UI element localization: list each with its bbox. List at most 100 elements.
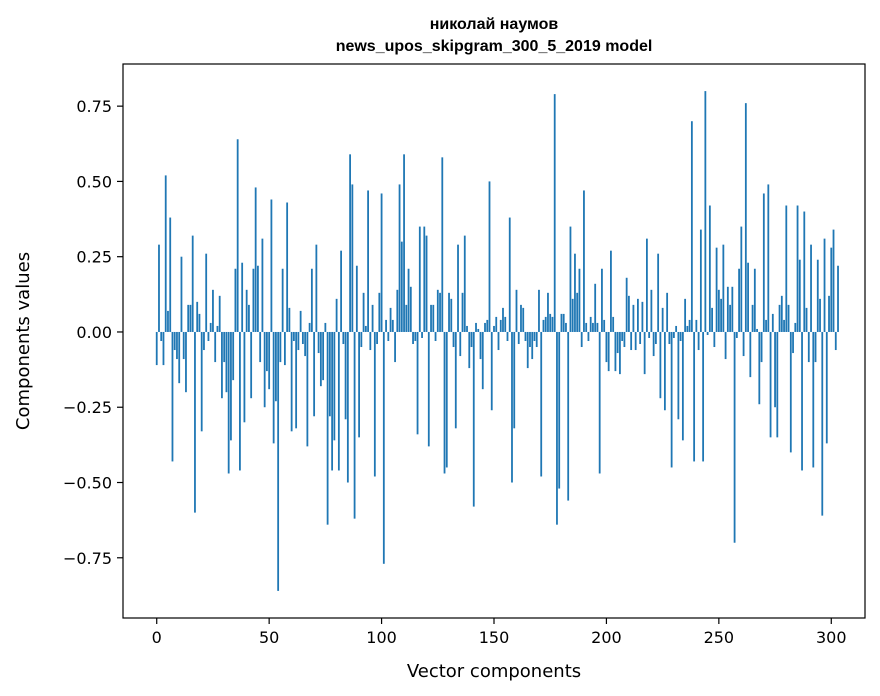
bar <box>798 259 801 332</box>
bar <box>565 322 567 332</box>
bar <box>612 316 615 332</box>
bar <box>207 331 210 341</box>
bar <box>551 316 554 332</box>
bar <box>812 331 815 468</box>
bar <box>792 331 794 354</box>
bar <box>369 331 372 351</box>
bar <box>589 316 592 332</box>
bar <box>486 319 489 332</box>
bar <box>353 331 356 519</box>
bar <box>675 325 678 332</box>
bar <box>659 331 662 399</box>
bar <box>724 331 727 360</box>
bar <box>200 331 203 432</box>
bar <box>592 322 594 332</box>
bar <box>607 331 610 372</box>
chart-title-line2: news_upos_skipgram_300_5_2019 model <box>336 38 653 55</box>
bar <box>290 331 293 432</box>
bar <box>823 238 826 332</box>
bar <box>765 319 767 332</box>
bar <box>810 244 812 332</box>
bar <box>376 331 378 345</box>
bar <box>382 331 385 564</box>
bar <box>472 331 475 507</box>
bar <box>619 331 621 375</box>
bar <box>672 331 675 338</box>
bar <box>212 289 214 332</box>
bar <box>715 247 718 332</box>
bar <box>441 157 444 332</box>
bar <box>171 331 174 462</box>
bar <box>250 331 253 399</box>
y-tick-label: −0.50 <box>63 474 112 493</box>
bar <box>522 307 525 332</box>
bar <box>657 253 660 332</box>
y-tick-label: 0.75 <box>76 97 112 116</box>
bar <box>360 331 363 348</box>
bar <box>596 322 599 332</box>
bar <box>434 331 437 341</box>
bar <box>475 322 477 332</box>
bar <box>569 226 572 332</box>
bar <box>819 298 821 332</box>
bar <box>553 94 556 332</box>
bar <box>445 331 448 468</box>
bar <box>252 268 255 332</box>
bar <box>753 268 756 332</box>
bar <box>758 331 761 405</box>
bar <box>751 304 754 332</box>
bar <box>427 331 430 447</box>
bar <box>783 319 785 332</box>
bar <box>614 331 617 372</box>
bar <box>832 229 835 332</box>
bar <box>236 139 239 332</box>
bar <box>407 268 410 332</box>
y-axis: −0.75 −0.50 −0.25 0.00 0.25 0.50 0.75 <box>63 97 123 568</box>
bar <box>598 331 601 474</box>
bar <box>254 187 257 332</box>
chart-title-line1: николай наумов <box>430 16 559 33</box>
bar <box>328 331 331 417</box>
bar <box>432 304 435 332</box>
bar <box>283 331 286 366</box>
bar <box>261 238 264 332</box>
bar <box>585 322 588 332</box>
bar <box>558 331 561 489</box>
bar <box>720 298 722 332</box>
bar <box>670 331 673 468</box>
bar <box>560 313 563 332</box>
bar <box>625 277 628 332</box>
bar <box>223 331 226 363</box>
bar <box>367 190 369 332</box>
bar <box>794 322 797 332</box>
bar <box>288 307 291 332</box>
bar <box>459 331 462 357</box>
bar <box>205 253 208 332</box>
bar <box>668 331 671 345</box>
bar <box>686 325 689 332</box>
bar <box>324 322 327 332</box>
bar <box>245 289 248 332</box>
bar <box>243 331 246 423</box>
bar <box>524 331 527 341</box>
bar <box>594 283 597 332</box>
x-tick-label: 50 <box>259 628 279 647</box>
bar <box>398 184 401 332</box>
bar <box>837 265 839 332</box>
x-tick-label: 100 <box>366 628 397 647</box>
bar <box>506 331 509 341</box>
bar <box>169 217 172 332</box>
bar <box>711 307 713 332</box>
bar <box>769 331 772 438</box>
bar <box>452 331 455 348</box>
bar <box>295 331 298 429</box>
bar <box>780 295 783 332</box>
bar <box>275 331 277 402</box>
bar <box>623 331 626 348</box>
bar <box>463 235 466 332</box>
bar <box>346 331 349 483</box>
bar <box>740 226 743 332</box>
bar <box>470 331 473 348</box>
bar <box>191 235 194 332</box>
bar <box>756 328 758 332</box>
